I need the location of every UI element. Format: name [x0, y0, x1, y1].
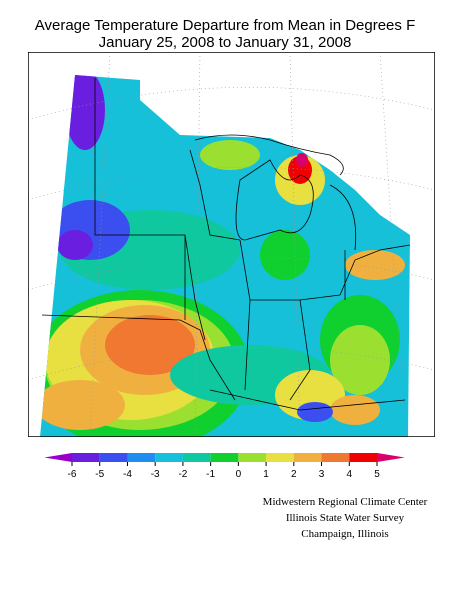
tick-label: -6	[68, 469, 77, 480]
tick-label: -1	[206, 469, 215, 480]
colorbar-segment	[155, 453, 183, 462]
colorbar-segment	[127, 453, 156, 462]
subtitle: January 25, 2008 to January 31, 2008	[99, 34, 352, 51]
tick-label: 1	[263, 469, 269, 480]
map	[28, 52, 435, 437]
colorbar-segment	[210, 453, 239, 462]
tick-label: 3	[319, 469, 325, 480]
colorbar-segment	[349, 453, 377, 462]
credit: Midwestern Regional Climate Center	[263, 496, 428, 508]
tick-label: 5	[374, 469, 380, 480]
credit: Champaign, Illinois	[301, 528, 388, 540]
colorbar-segment	[321, 453, 350, 462]
tick-label: 0	[236, 469, 242, 480]
colorbar-segment	[99, 453, 128, 462]
tick-label: -2	[178, 469, 187, 480]
colorbar-segment	[72, 453, 100, 462]
colorbar-segment	[293, 453, 322, 462]
colorbar: -6 -5 -4 -3 -2 -1 0 1 2 3 4 5	[44, 453, 405, 480]
colorbar-segment	[182, 453, 211, 462]
colorbar-cap	[377, 453, 405, 462]
tick-label: 2	[291, 469, 297, 480]
tick-label: -4	[123, 469, 132, 480]
tick-label: 4	[346, 469, 352, 480]
tick-label: -3	[151, 469, 160, 480]
title: Average Temperature Departure from Mean …	[35, 17, 415, 34]
credit: Illinois State Water Survey	[286, 512, 405, 524]
tick-label: -5	[95, 469, 104, 480]
colorbar-segment	[238, 453, 267, 462]
colorbar-cap	[44, 453, 72, 462]
colorbar-segment	[266, 453, 294, 462]
